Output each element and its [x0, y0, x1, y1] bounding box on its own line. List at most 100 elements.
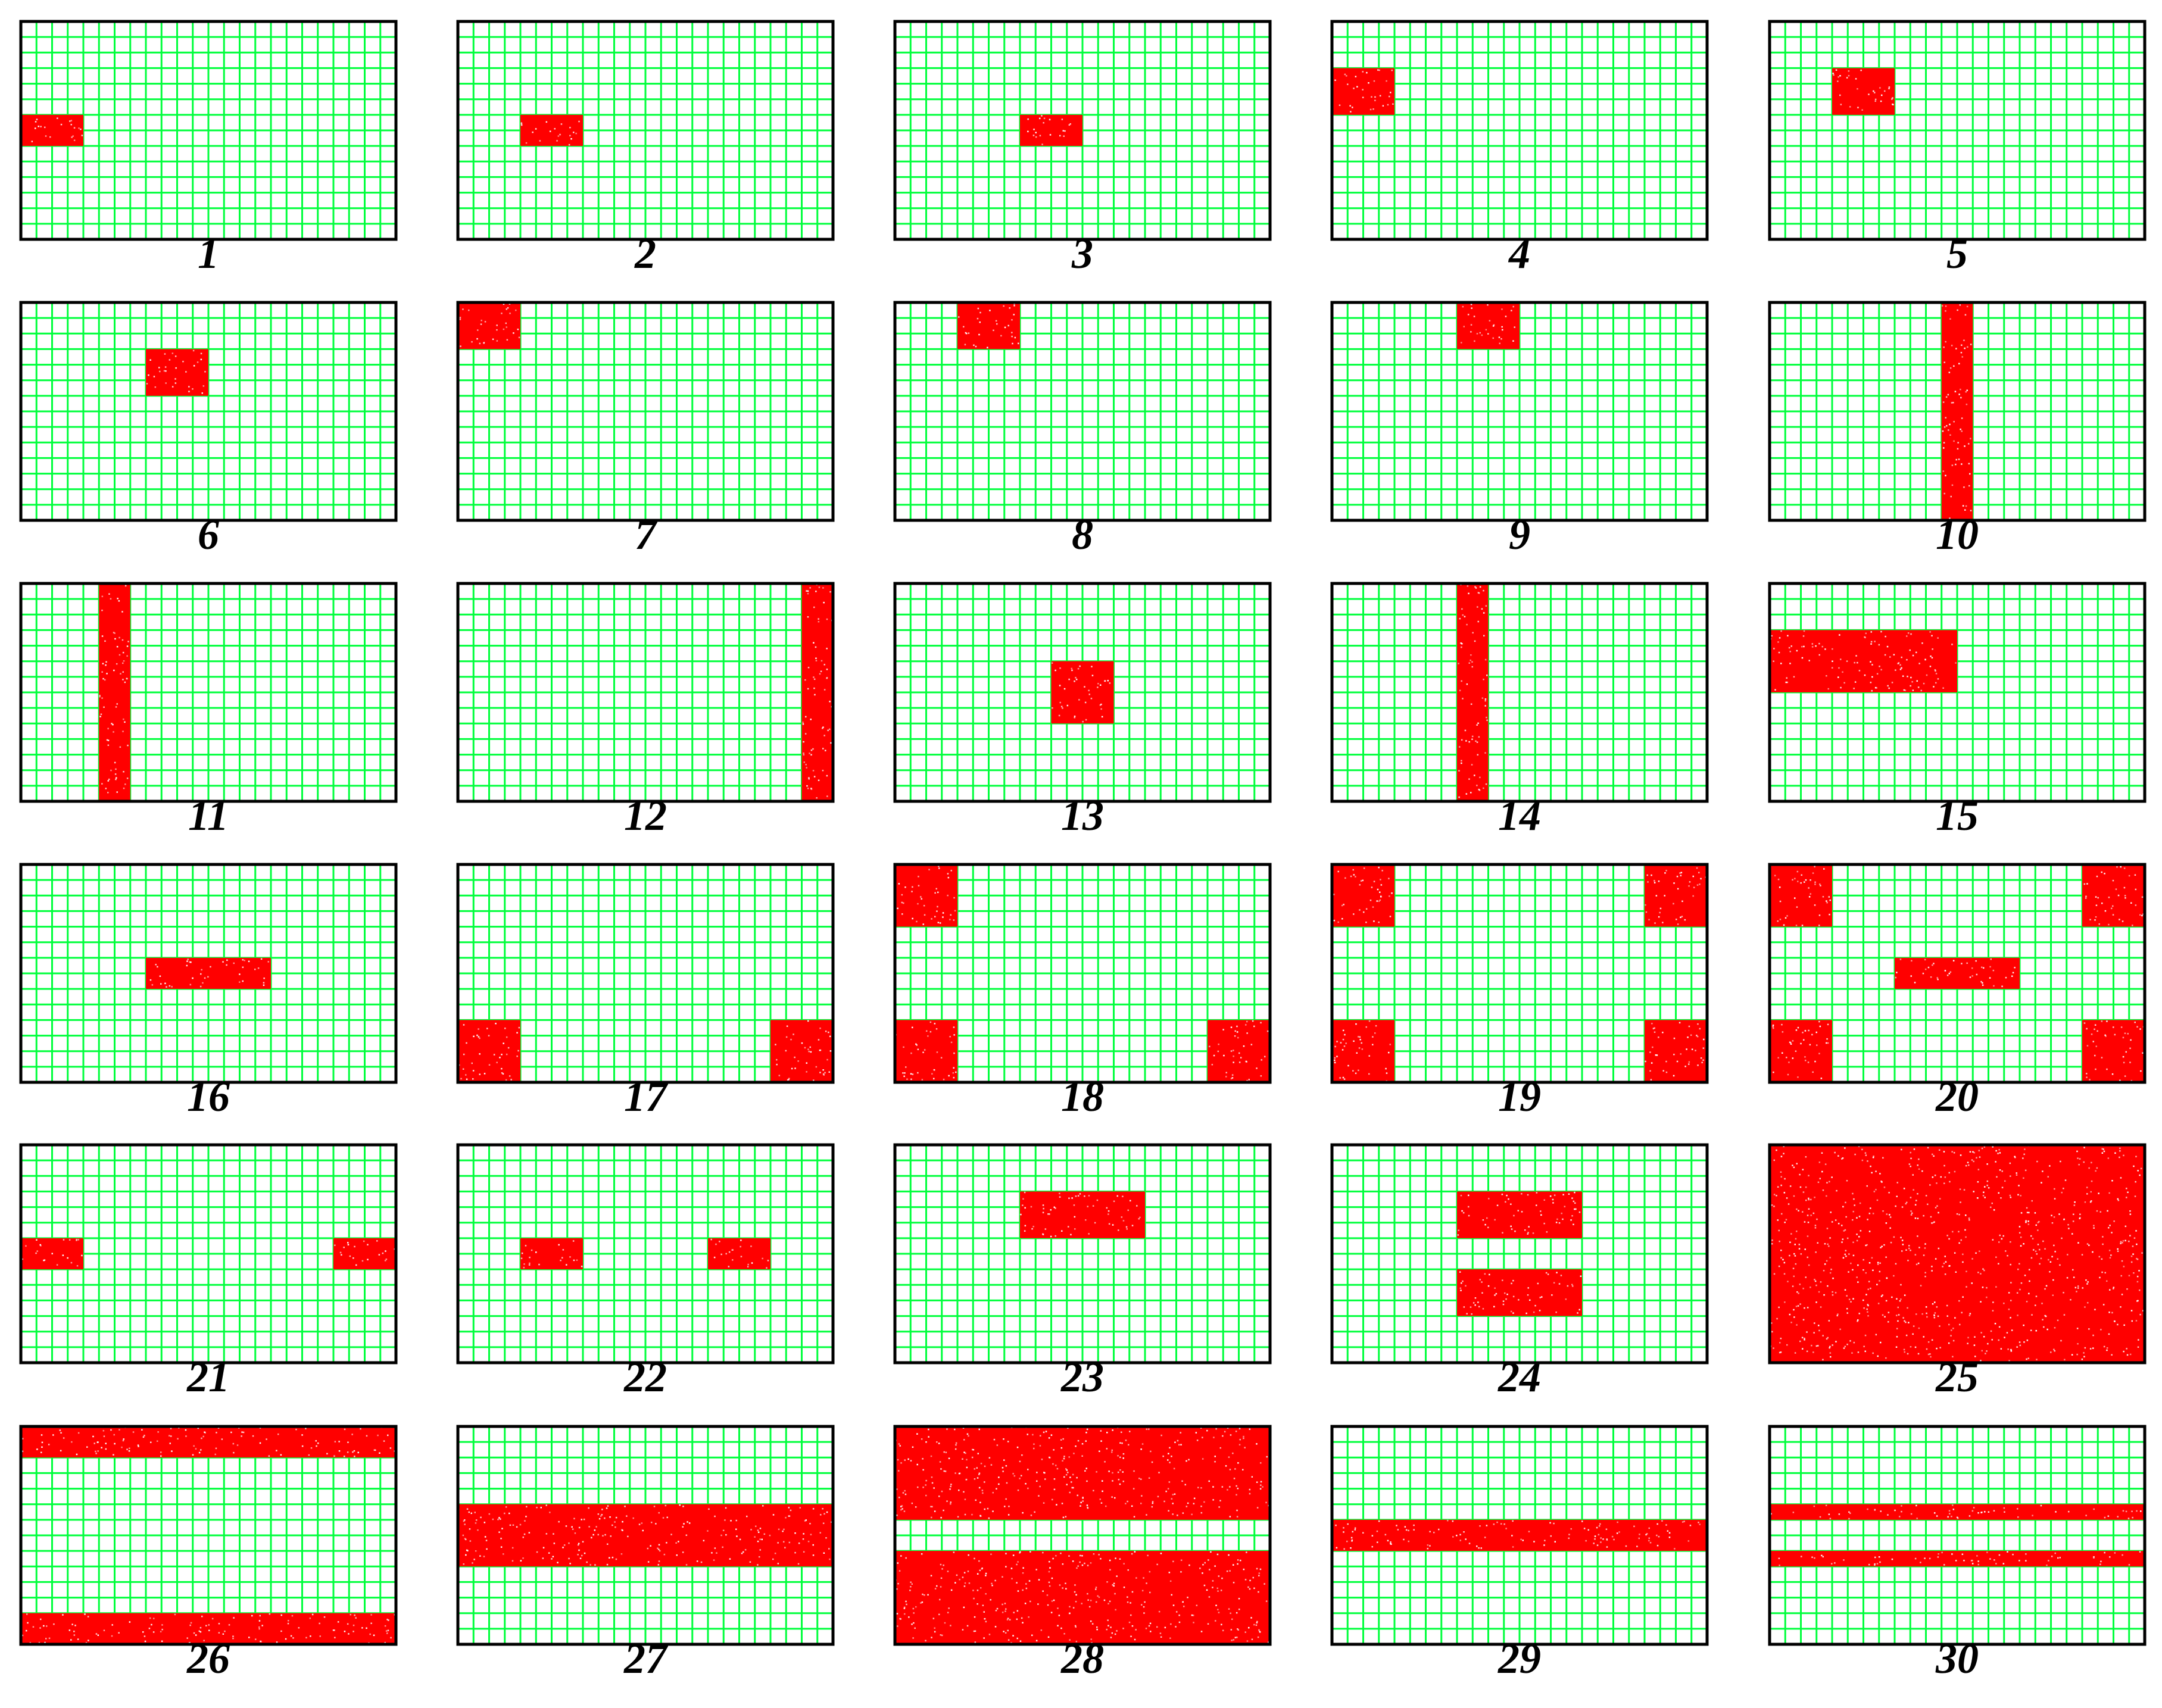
speckle — [1840, 104, 1842, 105]
speckle — [1812, 1071, 1814, 1073]
speckle — [1055, 669, 1056, 672]
panel-label: 17 — [624, 1073, 669, 1120]
speckle — [1880, 1247, 1882, 1248]
speckle — [1884, 654, 1886, 656]
panel-label: 2 — [634, 230, 656, 277]
speckle — [1818, 1161, 1821, 1163]
speckle — [1908, 1245, 1910, 1247]
speckle — [1797, 1305, 1799, 1307]
speckle — [626, 1515, 628, 1517]
speckle — [1174, 1493, 1176, 1495]
speckle — [703, 1540, 705, 1542]
speckle — [1051, 662, 1053, 664]
speckle — [2135, 888, 2137, 891]
speckle — [1912, 1174, 1914, 1176]
speckle — [1062, 1587, 1063, 1589]
speckle — [1175, 1626, 1177, 1628]
speckle — [1256, 1481, 1258, 1483]
panel-border — [1768, 863, 2147, 1084]
speckle — [1780, 663, 1782, 664]
speckle — [1915, 651, 1917, 654]
speckle — [1035, 1640, 1038, 1642]
speckle — [1027, 1434, 1028, 1435]
speckle — [535, 128, 537, 130]
speckle — [1470, 324, 1472, 326]
speckle — [1921, 642, 1923, 644]
speckle — [938, 867, 940, 869]
speckle — [1075, 677, 1077, 679]
speckle — [788, 1078, 790, 1079]
speckle — [2101, 1152, 2104, 1154]
speckle — [479, 1555, 481, 1557]
speckle — [1110, 1637, 1112, 1638]
speckle — [1942, 687, 1944, 689]
speckle — [1236, 1031, 1238, 1033]
speckle — [1044, 1228, 1047, 1230]
speckle — [2044, 1288, 2046, 1290]
speckle — [1865, 1154, 1867, 1156]
speckle — [1952, 1356, 1954, 1358]
speckle — [1879, 1262, 1881, 1264]
speckle — [1258, 1591, 1259, 1593]
speckle — [1470, 1306, 1472, 1308]
speckle — [1788, 647, 1790, 649]
speckle — [226, 959, 228, 961]
speckle — [2122, 1036, 2124, 1039]
speckle — [2044, 1248, 2046, 1250]
speckle — [1808, 896, 1811, 898]
speckle — [989, 310, 991, 311]
speckle — [333, 1455, 335, 1457]
speckle — [111, 1635, 113, 1637]
speckle — [236, 1444, 239, 1446]
speckle — [1381, 870, 1383, 872]
panel-label: 27 — [623, 1635, 669, 1682]
speckle — [953, 1076, 955, 1079]
speckle — [1696, 884, 1699, 886]
speckle — [114, 632, 116, 634]
speckle — [1789, 1041, 1791, 1043]
speckle — [1841, 1225, 1843, 1226]
speckle — [1776, 1149, 1777, 1151]
speckle — [1237, 1563, 1238, 1565]
speckle — [186, 1637, 188, 1639]
speckle — [1824, 1263, 1826, 1265]
speckle — [1237, 1462, 1239, 1464]
speckle — [476, 1034, 478, 1036]
speckle — [1807, 1235, 1809, 1237]
speckle — [1990, 958, 1992, 960]
speckle — [716, 1552, 717, 1554]
speckle — [1133, 1488, 1135, 1490]
speckle — [1074, 680, 1075, 682]
speckle — [1206, 1589, 1208, 1591]
speckle — [2030, 1257, 2033, 1259]
speckle — [666, 1542, 667, 1544]
speckle — [1958, 394, 1960, 395]
speckle — [1804, 1338, 1805, 1339]
speckle — [632, 1517, 634, 1519]
activated-region-fill — [99, 583, 130, 801]
grid-lines — [1332, 21, 1707, 239]
speckle — [1665, 870, 1667, 872]
speckle — [483, 1073, 486, 1075]
speckle — [518, 336, 520, 339]
speckle-texture — [458, 1023, 520, 1081]
speckle — [1856, 1217, 1858, 1219]
speckle — [1963, 339, 1965, 341]
speckle — [958, 1490, 960, 1491]
speckle — [1479, 332, 1481, 334]
speckle — [1676, 1060, 1679, 1063]
speckle — [1122, 1481, 1124, 1482]
speckle — [1881, 94, 1883, 96]
speckle — [1081, 1564, 1084, 1566]
speckle — [1108, 1470, 1110, 1472]
speckle — [2060, 1339, 2062, 1342]
speckle — [2089, 1348, 2092, 1350]
speckle — [614, 1521, 616, 1523]
speckle — [95, 1453, 97, 1454]
speckle — [1784, 1301, 1786, 1303]
speckle — [900, 1509, 902, 1511]
speckle — [1574, 1202, 1576, 1204]
speckle — [1882, 1294, 1883, 1296]
speckle — [1458, 796, 1460, 798]
speckle — [1797, 880, 1799, 882]
